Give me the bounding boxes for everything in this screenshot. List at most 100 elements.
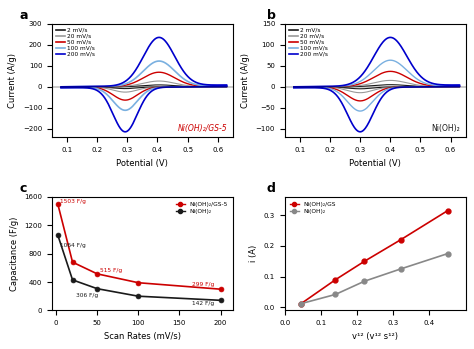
- 50 mV/s: [103, 89, 109, 93]
- Text: 306 F/g: 306 F/g: [76, 293, 98, 298]
- 50 mV/s: [371, 93, 376, 97]
- 2 mV/s: [122, 87, 128, 91]
- 2 mV/s: [103, 85, 109, 89]
- X-axis label: Potential (V): Potential (V): [117, 158, 168, 168]
- 20 mV/s: [178, 85, 184, 89]
- 50 mV/s: [138, 90, 144, 95]
- Y-axis label: i (A): i (A): [249, 245, 258, 262]
- 200 mV/s: [337, 97, 342, 101]
- Legend: Ni(OH)₂/GS-5, Ni(OH)₂: Ni(OH)₂/GS-5, Ni(OH)₂: [173, 200, 230, 216]
- 2 mV/s: [430, 85, 436, 89]
- 50 mV/s: [411, 85, 417, 89]
- 100 mV/s: [387, 58, 393, 62]
- Text: 1503 F/g: 1503 F/g: [60, 199, 86, 204]
- 2 mV/s: [138, 86, 144, 90]
- 50 mV/s: [311, 85, 317, 89]
- 200 mV/s: [357, 130, 363, 134]
- 20 mV/s: [430, 85, 436, 89]
- 100 mV/s: [138, 95, 144, 99]
- 100 mV/s: [188, 85, 194, 89]
- 100 mV/s: [156, 59, 162, 63]
- Line: 50 mV/s: 50 mV/s: [294, 71, 460, 101]
- Y-axis label: Current (A/g): Current (A/g): [9, 53, 18, 108]
- 100 mV/s: [178, 85, 184, 89]
- 20 mV/s: [156, 79, 162, 83]
- 100 mV/s: [58, 85, 64, 89]
- 20 mV/s: [357, 91, 363, 95]
- Legend: 2 mV/s, 20 mV/s, 50 mV/s, 100 mV/s, 200 mV/s: 2 mV/s, 20 mV/s, 50 mV/s, 100 mV/s, 200 …: [288, 27, 329, 58]
- 20 mV/s: [188, 85, 194, 89]
- Text: 299 F/g: 299 F/g: [191, 282, 214, 287]
- 2 mV/s: [371, 86, 376, 90]
- 50 mV/s: [291, 85, 297, 89]
- Legend: 2 mV/s, 20 mV/s, 50 mV/s, 100 mV/s, 200 mV/s: 2 mV/s, 20 mV/s, 50 mV/s, 100 mV/s, 200 …: [55, 27, 96, 58]
- 2 mV/s: [197, 85, 203, 89]
- 2 mV/s: [411, 85, 417, 89]
- Y-axis label: Current (A/g): Current (A/g): [241, 53, 250, 108]
- 2 mV/s: [337, 85, 342, 89]
- 20 mV/s: [421, 85, 427, 89]
- 2 mV/s: [79, 85, 84, 89]
- 100 mV/s: [291, 85, 297, 89]
- 50 mV/s: [188, 85, 194, 89]
- 20 mV/s: [337, 86, 342, 90]
- 100 mV/s: [337, 91, 342, 95]
- 20 mV/s: [311, 85, 317, 89]
- 100 mV/s: [411, 85, 417, 89]
- 100 mV/s: [197, 85, 203, 89]
- 200 mV/s: [138, 104, 144, 109]
- 200 mV/s: [103, 98, 109, 103]
- 200 mV/s: [197, 85, 203, 89]
- Legend: Ni(OH)₂/GS, Ni(OH)₂: Ni(OH)₂/GS, Ni(OH)₂: [288, 200, 338, 216]
- 200 mV/s: [291, 86, 297, 90]
- 2 mV/s: [188, 85, 194, 89]
- Text: 515 F/g: 515 F/g: [100, 268, 123, 273]
- X-axis label: Scan Rates (mV/s): Scan Rates (mV/s): [104, 332, 181, 341]
- 50 mV/s: [337, 88, 342, 92]
- 50 mV/s: [156, 70, 162, 74]
- 2 mV/s: [357, 87, 363, 91]
- 200 mV/s: [122, 130, 128, 134]
- Text: a: a: [19, 8, 28, 22]
- Line: 100 mV/s: 100 mV/s: [294, 60, 460, 111]
- 100 mV/s: [430, 85, 436, 89]
- 100 mV/s: [103, 92, 109, 96]
- Y-axis label: Capacitance (F/g): Capacitance (F/g): [9, 216, 18, 291]
- 20 mV/s: [103, 86, 109, 90]
- 200 mV/s: [371, 110, 376, 114]
- Text: Ni(OH)₂/GS-5: Ni(OH)₂/GS-5: [178, 124, 228, 133]
- 20 mV/s: [138, 87, 144, 91]
- 100 mV/s: [311, 84, 317, 89]
- X-axis label: v¹² (v¹² s¹²): v¹² (v¹² s¹²): [352, 332, 398, 341]
- 100 mV/s: [371, 98, 376, 103]
- 2 mV/s: [156, 83, 162, 87]
- 2 mV/s: [58, 85, 64, 89]
- Line: 100 mV/s: 100 mV/s: [61, 61, 227, 110]
- Text: 1064 F/g: 1064 F/g: [60, 243, 86, 248]
- Text: d: d: [267, 181, 275, 195]
- 2 mV/s: [178, 85, 184, 89]
- 200 mV/s: [411, 85, 417, 89]
- 2 mV/s: [58, 85, 64, 89]
- 50 mV/s: [58, 85, 64, 89]
- 200 mV/s: [188, 85, 194, 89]
- 50 mV/s: [421, 85, 427, 89]
- 100 mV/s: [357, 109, 363, 113]
- Text: Ni(OH)₂: Ni(OH)₂: [431, 124, 460, 133]
- 20 mV/s: [197, 85, 203, 89]
- Text: c: c: [19, 181, 27, 195]
- 2 mV/s: [421, 85, 427, 89]
- 100 mV/s: [421, 85, 427, 89]
- 2 mV/s: [311, 85, 317, 89]
- Line: 2 mV/s: 2 mV/s: [61, 85, 227, 89]
- X-axis label: Potential (V): Potential (V): [349, 158, 401, 168]
- 50 mV/s: [357, 99, 363, 103]
- 20 mV/s: [291, 85, 297, 89]
- 100 mV/s: [291, 85, 297, 89]
- 200 mV/s: [430, 85, 436, 89]
- 20 mV/s: [291, 85, 297, 89]
- 20 mV/s: [371, 88, 376, 92]
- 200 mV/s: [291, 85, 297, 89]
- Line: 200 mV/s: 200 mV/s: [61, 37, 227, 132]
- 200 mV/s: [58, 86, 64, 90]
